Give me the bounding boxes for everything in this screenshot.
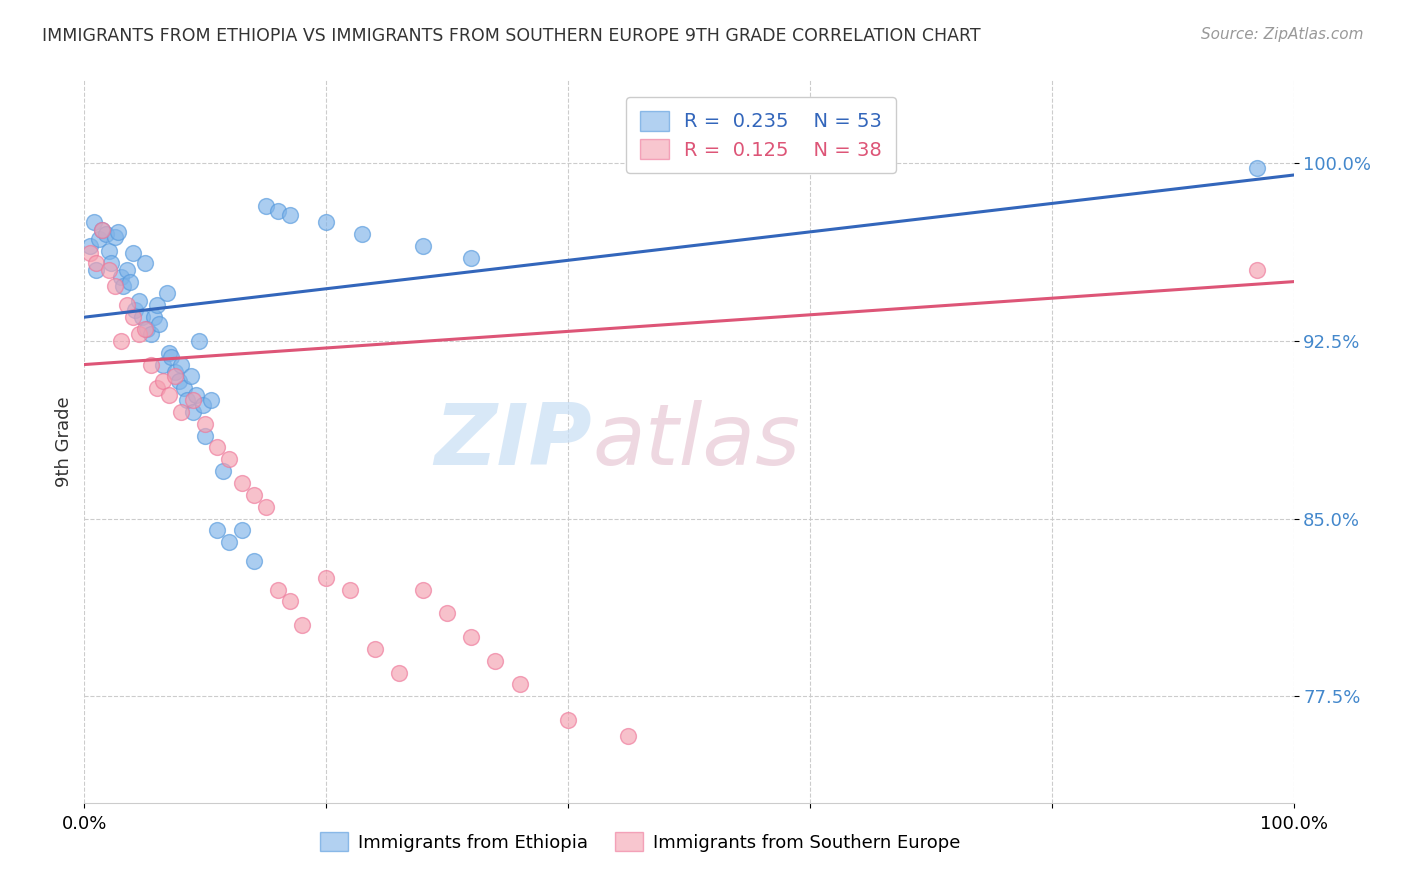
Point	[207, 524, 229, 538]
Point	[155, 286, 177, 301]
Point	[181, 393, 204, 408]
Point	[184, 388, 207, 402]
Point	[139, 358, 162, 372]
Point	[143, 310, 166, 325]
Point	[167, 374, 190, 388]
Point	[194, 417, 217, 431]
Point	[412, 582, 434, 597]
Point	[83, 215, 105, 229]
Point	[1246, 262, 1268, 277]
Point	[94, 227, 117, 242]
Point	[152, 358, 174, 372]
Point	[212, 464, 235, 478]
Point	[231, 475, 253, 490]
Point	[617, 730, 640, 744]
Point	[509, 677, 531, 691]
Point	[278, 594, 301, 608]
Legend: Immigrants from Ethiopia, Immigrants from Southern Europe: Immigrants from Ethiopia, Immigrants fro…	[314, 825, 967, 859]
Point	[86, 262, 108, 277]
Point	[170, 405, 193, 419]
Point	[104, 229, 127, 244]
Point	[110, 334, 132, 348]
Point	[124, 303, 146, 318]
Point	[112, 279, 135, 293]
Point	[231, 524, 253, 538]
Point	[218, 452, 240, 467]
Point	[97, 244, 120, 258]
Point	[131, 310, 153, 325]
Point	[104, 279, 127, 293]
Point	[278, 208, 301, 222]
Point	[79, 246, 101, 260]
Point	[339, 582, 361, 597]
Point	[128, 293, 150, 308]
Point	[557, 713, 579, 727]
Point	[79, 239, 101, 253]
Point	[100, 255, 122, 269]
Point	[352, 227, 374, 242]
Point	[134, 255, 156, 269]
Point	[254, 199, 277, 213]
Point	[267, 582, 290, 597]
Text: atlas: atlas	[592, 400, 800, 483]
Point	[388, 665, 411, 680]
Point	[176, 393, 198, 408]
Point	[157, 345, 180, 359]
Point	[97, 262, 120, 277]
Point	[188, 334, 211, 348]
Point	[136, 322, 159, 336]
Point	[121, 246, 143, 260]
Point	[173, 381, 195, 395]
Point	[146, 298, 169, 312]
Point	[207, 441, 229, 455]
Point	[315, 215, 337, 229]
Point	[87, 232, 110, 246]
Point	[218, 535, 240, 549]
Point	[194, 428, 217, 442]
Point	[291, 618, 314, 632]
Point	[128, 326, 150, 341]
Point	[181, 405, 204, 419]
Point	[152, 374, 174, 388]
Point	[436, 607, 458, 621]
Point	[139, 326, 162, 341]
Point	[148, 318, 170, 332]
Point	[484, 654, 506, 668]
Point	[180, 369, 202, 384]
Point	[120, 275, 142, 289]
Point	[91, 222, 114, 236]
Y-axis label: 9th Grade: 9th Grade	[55, 396, 73, 487]
Point	[412, 239, 434, 253]
Point	[134, 322, 156, 336]
Point	[200, 393, 222, 408]
Point	[460, 630, 482, 644]
Point	[315, 571, 337, 585]
Point	[460, 251, 482, 265]
Point	[121, 310, 143, 325]
Point	[91, 222, 114, 236]
Point	[1246, 161, 1268, 175]
Point	[267, 203, 290, 218]
Point	[115, 298, 138, 312]
Point	[110, 269, 132, 284]
Point	[191, 398, 214, 412]
Point	[363, 641, 385, 656]
Point	[157, 388, 180, 402]
Point	[115, 262, 138, 277]
Point	[165, 365, 187, 379]
Point	[146, 381, 169, 395]
Point	[86, 255, 108, 269]
Point	[254, 500, 277, 514]
Text: IMMIGRANTS FROM ETHIOPIA VS IMMIGRANTS FROM SOUTHERN EUROPE 9TH GRADE CORRELATIO: IMMIGRANTS FROM ETHIOPIA VS IMMIGRANTS F…	[42, 27, 981, 45]
Text: Source: ZipAtlas.com: Source: ZipAtlas.com	[1201, 27, 1364, 42]
Point	[242, 554, 264, 568]
Point	[242, 488, 264, 502]
Text: ZIP: ZIP	[434, 400, 592, 483]
Point	[160, 351, 183, 365]
Point	[170, 358, 193, 372]
Point	[165, 369, 187, 384]
Point	[107, 225, 129, 239]
